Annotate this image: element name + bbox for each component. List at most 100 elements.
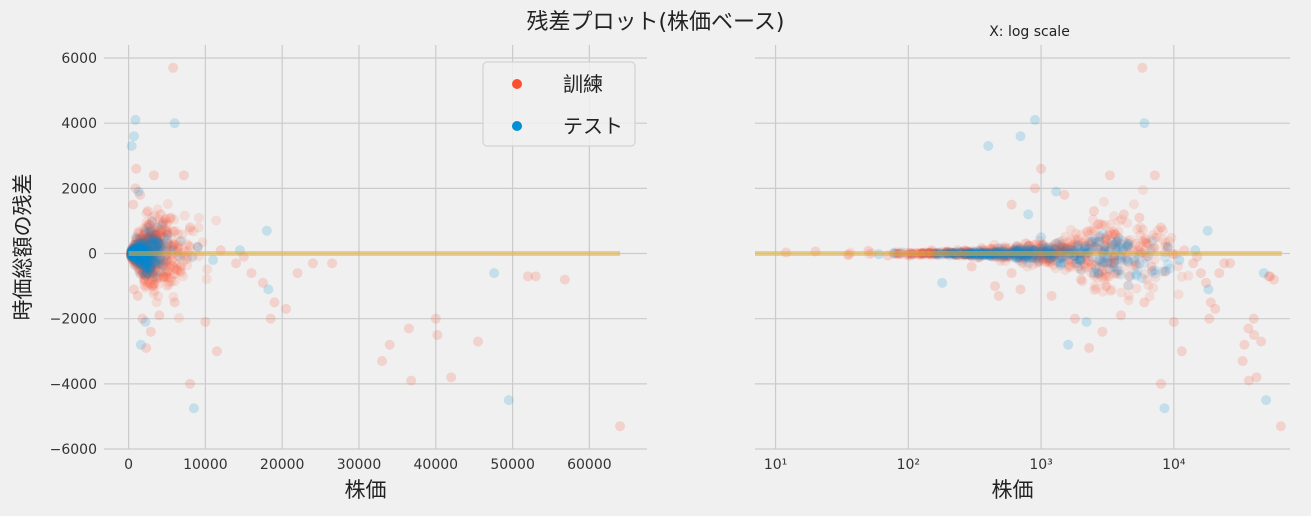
train-point xyxy=(139,272,150,283)
train-point xyxy=(147,232,158,243)
x-tick-label: 30000 xyxy=(337,457,382,473)
train-point xyxy=(132,290,143,301)
test-point xyxy=(132,242,143,253)
train-point xyxy=(145,326,156,337)
train-point xyxy=(152,235,163,246)
train-point xyxy=(178,256,189,267)
train-point xyxy=(185,242,196,253)
train-point xyxy=(130,260,141,271)
train-point xyxy=(130,239,141,250)
train-point xyxy=(175,265,186,276)
train-point xyxy=(168,227,179,238)
test-point xyxy=(144,226,155,237)
train-point xyxy=(139,228,150,239)
x-tick-label: 10⁴ xyxy=(1162,457,1186,473)
test-point xyxy=(132,254,143,265)
train-point xyxy=(142,268,153,279)
train-point xyxy=(171,264,182,275)
train-point xyxy=(129,254,140,265)
train-point xyxy=(1109,228,1120,239)
train-point xyxy=(136,255,147,266)
test-point xyxy=(148,238,159,249)
train-point xyxy=(160,213,171,224)
train-point xyxy=(152,259,163,270)
train-point xyxy=(129,239,140,250)
train-point xyxy=(133,239,144,250)
train-point xyxy=(130,255,141,266)
train-point xyxy=(130,234,141,245)
train-point xyxy=(136,269,147,280)
train-point xyxy=(1066,256,1077,267)
train-point xyxy=(168,291,179,302)
train-point xyxy=(1101,281,1112,292)
train-point xyxy=(136,258,147,269)
train-point xyxy=(133,234,144,245)
test-point xyxy=(1081,316,1092,327)
test-point xyxy=(1159,403,1170,414)
train-point xyxy=(152,236,163,247)
test-point xyxy=(503,395,514,406)
test-point xyxy=(141,253,152,264)
train-point xyxy=(138,257,149,268)
train-point xyxy=(148,278,159,289)
train-point xyxy=(139,233,150,244)
train-point xyxy=(185,378,196,389)
train-point xyxy=(144,254,155,265)
train-point xyxy=(161,228,172,239)
train-point xyxy=(131,253,142,264)
train-point xyxy=(430,313,441,324)
x-tick-label: 60000 xyxy=(567,457,612,473)
train-point xyxy=(169,214,180,225)
train-point xyxy=(148,272,159,283)
train-point xyxy=(446,372,457,383)
test-point xyxy=(142,260,153,271)
train-point xyxy=(161,280,172,291)
train-point xyxy=(158,217,169,228)
train-point xyxy=(152,238,163,249)
train-point xyxy=(1116,310,1127,321)
train-point xyxy=(211,215,222,226)
test-point xyxy=(141,258,152,269)
test-point xyxy=(128,243,139,254)
train-point xyxy=(142,219,153,230)
train-point xyxy=(1149,232,1160,243)
train-point xyxy=(140,238,151,249)
right-panel: 10¹ 10² 10³ 10⁴ 株価 X: log scale xyxy=(755,24,1290,502)
test-point xyxy=(151,240,162,251)
train-point xyxy=(144,266,155,277)
test-point xyxy=(176,235,187,246)
test-point xyxy=(137,259,148,270)
train-point xyxy=(171,265,182,276)
test-point xyxy=(128,131,139,142)
train-point xyxy=(137,230,148,241)
train-point xyxy=(138,263,149,274)
train-point xyxy=(169,258,180,269)
train-point xyxy=(145,267,156,278)
train-point xyxy=(133,241,144,252)
test-point xyxy=(145,239,156,250)
train-point xyxy=(1268,274,1279,285)
train-point xyxy=(138,269,149,280)
train-point xyxy=(168,239,179,250)
train-point xyxy=(156,241,167,252)
test-point xyxy=(134,240,145,251)
x-axis-label: 株価 xyxy=(345,478,387,502)
train-point xyxy=(265,313,276,324)
train-point xyxy=(147,216,158,227)
train-point xyxy=(154,236,165,247)
train-point xyxy=(133,254,144,265)
train-point xyxy=(144,278,155,289)
train-point xyxy=(140,240,151,251)
test-point xyxy=(1115,269,1126,280)
test-point xyxy=(489,268,500,279)
test-point xyxy=(138,261,149,272)
train-point xyxy=(140,240,151,251)
test-point xyxy=(131,253,142,264)
test-point xyxy=(155,266,166,277)
test-point xyxy=(158,233,169,244)
test-point xyxy=(146,241,157,252)
train-point xyxy=(173,241,184,252)
test-point xyxy=(152,238,163,249)
train-point xyxy=(132,242,143,253)
